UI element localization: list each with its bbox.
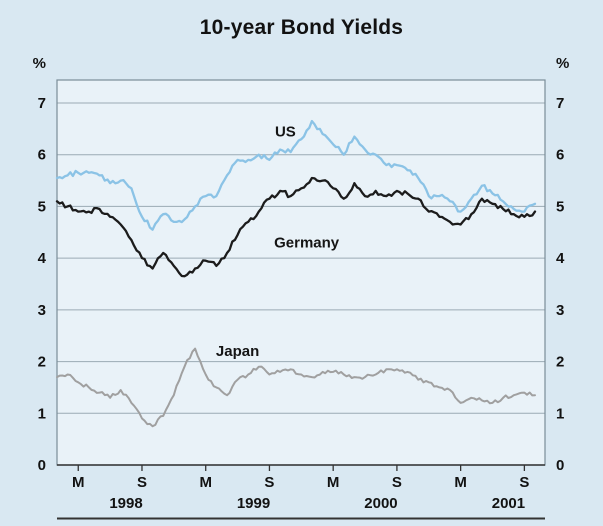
y-tick-label-left-0: 0 xyxy=(38,457,46,474)
chart-title: 10-year Bond Yields xyxy=(199,16,404,39)
x-tick-label-4: M xyxy=(327,474,340,491)
series-label-us: US xyxy=(275,123,296,140)
y-tick-label-right-3: 3 xyxy=(556,302,564,319)
x-year-label-1998: 1998 xyxy=(109,495,142,512)
y-axis-unit-right: % xyxy=(556,55,570,72)
y-tick-label-left-1: 1 xyxy=(38,405,46,422)
y-tick-label-right-4: 4 xyxy=(556,250,565,267)
y-tick-label-left-5: 5 xyxy=(38,198,46,215)
x-year-label-2001: 2001 xyxy=(492,495,525,512)
series-label-germany: Germany xyxy=(274,235,340,252)
y-tick-label-left-7: 7 xyxy=(38,95,46,112)
x-tick-label-1: S xyxy=(137,474,147,491)
y-axis-unit-left: % xyxy=(32,55,46,72)
y-tick-label-right-7: 7 xyxy=(556,95,564,112)
series-line-japan xyxy=(56,347,536,428)
y-tick-label-right-5: 5 xyxy=(556,198,564,215)
y-tick-label-left-4: 4 xyxy=(38,250,47,267)
x-tick-label-7: S xyxy=(519,474,529,491)
y-tick-label-right-0: 0 xyxy=(556,457,564,474)
y-tick-label-left-2: 2 xyxy=(38,354,46,371)
series-line-germany xyxy=(55,176,537,278)
y-tick-label-left-6: 6 xyxy=(38,147,46,164)
x-tick-label-0: M xyxy=(72,474,85,491)
x-tick-label-5: S xyxy=(392,474,402,491)
y-tick-label-right-1: 1 xyxy=(556,405,564,422)
y-tick-label-right-2: 2 xyxy=(556,354,564,371)
x-tick-label-3: S xyxy=(264,474,274,491)
series-label-japan: Japan xyxy=(216,343,259,360)
x-tick-label-2: M xyxy=(199,474,212,491)
x-year-label-1999: 1999 xyxy=(237,495,270,512)
series-line-us xyxy=(55,119,537,231)
y-tick-label-left-3: 3 xyxy=(38,302,46,319)
y-tick-label-right-6: 6 xyxy=(556,147,564,164)
x-tick-label-6: M xyxy=(454,474,467,491)
plot-area xyxy=(57,80,545,465)
x-year-label-2000: 2000 xyxy=(364,495,397,512)
